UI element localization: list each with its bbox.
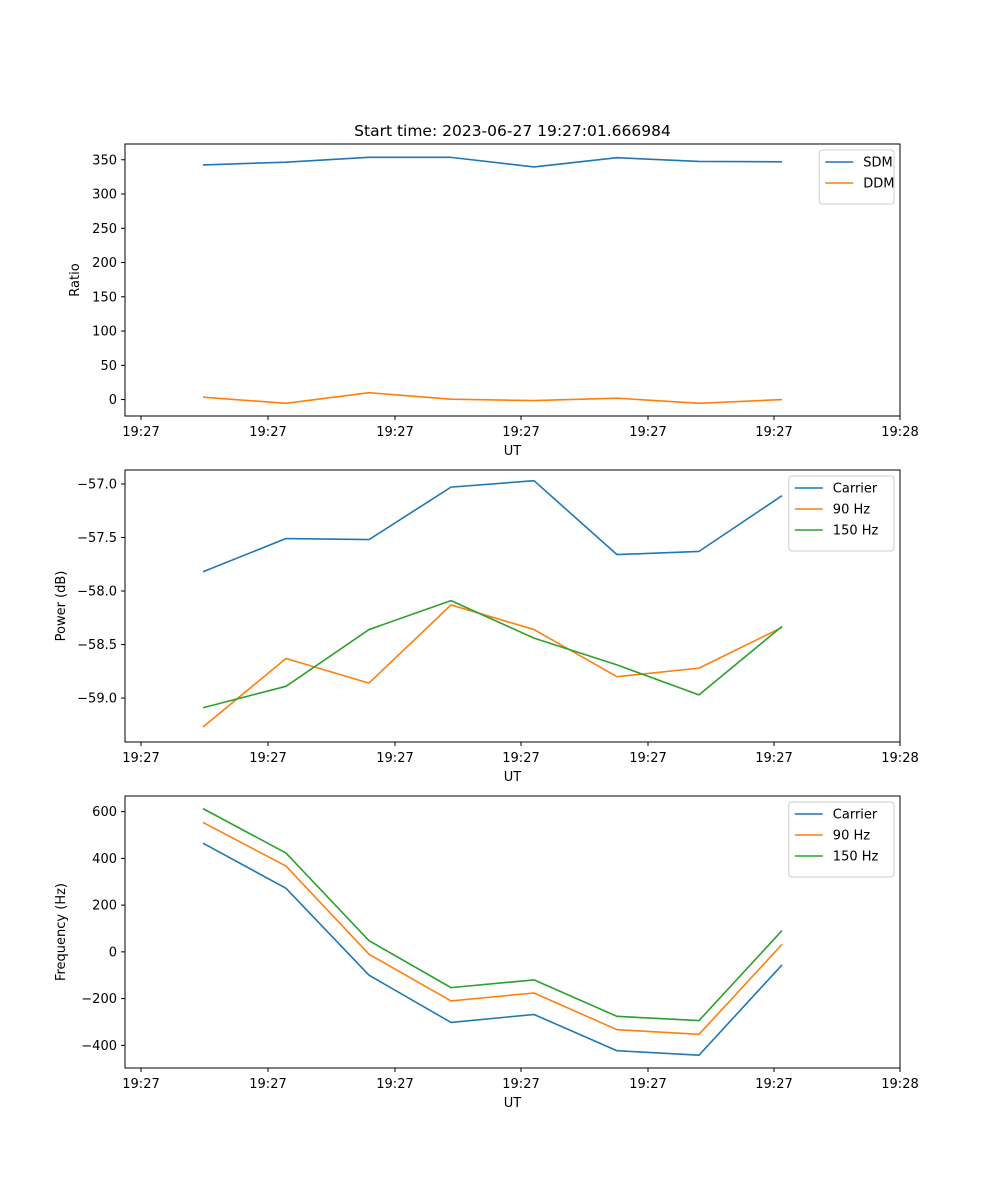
y-tick-label: 200 (92, 899, 117, 914)
x-tick-label: 19:27 (755, 1077, 792, 1092)
legend-box (818, 149, 895, 205)
y-tick-label: 50 (100, 359, 117, 374)
x-tick-label: 19:27 (122, 1077, 159, 1092)
x-tick-label: 19:27 (249, 425, 286, 440)
x-tick-label: 19:28 (881, 1077, 918, 1092)
x-tick-label: 19:27 (122, 751, 159, 766)
y-axis-label: Ratio (68, 263, 83, 296)
series-line-90-hz (202, 821, 783, 1036)
x-axis-label: UT (504, 770, 522, 785)
y-tick-label: −58.5 (77, 638, 117, 653)
y-tick-label: 0 (109, 393, 117, 408)
legend-label: Carrier (833, 482, 878, 497)
y-tick-label: −57.5 (77, 531, 117, 546)
legend: SDM DDM (818, 149, 895, 205)
series-line-90-hz (202, 604, 783, 728)
x-tick-label: 19:27 (629, 1077, 666, 1092)
y-tick-label: 400 (92, 852, 117, 867)
x-tick-label: 19:27 (502, 1077, 539, 1092)
y-tick-label: 150 (92, 290, 117, 305)
y-axis-label: Frequency (Hz) (54, 883, 69, 981)
y-tick-label: 350 (92, 153, 117, 168)
y-tick-label: 200 (92, 256, 117, 271)
legend-label: 90 Hz (833, 829, 870, 844)
legend-label: 150 Hz (833, 850, 879, 865)
chart-panel-3: 19:27 19:27 19:27 19:27 19:27 19:27 19:28 UT −40… (54, 795, 919, 1111)
y-tick-label: −58.0 (77, 585, 117, 600)
series-line-150-hz (202, 599, 783, 709)
x-tick-label: 19:27 (376, 425, 413, 440)
y-tick-label: 300 (92, 188, 117, 203)
x-tick-label: 19:28 (881, 751, 918, 766)
x-tick-label: 19:28 (881, 425, 918, 440)
x-tick-label: 19:27 (629, 425, 666, 440)
x-axis-label: UT (504, 1096, 522, 1111)
x-tick-label: 19:27 (376, 1077, 413, 1092)
y-tick-label: −400 (81, 1039, 117, 1054)
legend-label: 150 Hz (833, 524, 879, 539)
x-axis-label: UT (504, 444, 522, 459)
x-tick-label: 19:27 (502, 751, 539, 766)
y-tick-label: −57.0 (77, 477, 117, 492)
x-tick-label: 19:27 (249, 751, 286, 766)
x-tick-label: 19:27 (249, 1077, 286, 1092)
chart-title: Start time: 2023-06-27 19:27:01.666984 (354, 122, 671, 140)
plot-frame (124, 143, 901, 417)
y-tick-label: 250 (92, 222, 117, 237)
chart-panel-1: Start time: 2023-06-27 19:27:01.666984 19… (68, 122, 919, 459)
legend-label: 90 Hz (833, 503, 870, 518)
legend-box (788, 801, 895, 878)
y-axis-label: Power (dB) (54, 571, 69, 642)
x-tick-label: 19:27 (122, 425, 159, 440)
x-tick-label: 19:27 (502, 425, 539, 440)
y-tick-label: 0 (109, 945, 117, 960)
series-line-sdm (202, 156, 783, 168)
y-tick-label: −200 (81, 992, 117, 1007)
y-tick-label: 600 (92, 805, 117, 820)
x-tick-label: 19:27 (755, 751, 792, 766)
series-line-carrier (202, 842, 783, 1056)
series-line-carrier (202, 479, 783, 573)
plot-frame (124, 795, 901, 1069)
legend-box (788, 475, 895, 552)
chart-panel-2: 19:27 19:27 19:27 19:27 19:27 19:27 19:28 UT −59… (54, 469, 919, 785)
y-tick-label: −59.0 (77, 692, 117, 707)
x-tick-label: 19:27 (629, 751, 666, 766)
legend-label: DDM (863, 177, 894, 192)
legend: Carrier 90 Hz 150 Hz (788, 475, 895, 552)
legend: Carrier 90 Hz 150 Hz (788, 801, 895, 878)
series-line-150-hz (202, 807, 783, 1022)
x-tick-label: 19:27 (376, 751, 413, 766)
x-tick-label: 19:27 (755, 425, 792, 440)
series-line-ddm (202, 391, 783, 405)
y-tick-label: 100 (92, 325, 117, 340)
legend-label: Carrier (833, 808, 878, 823)
plot-frame (124, 469, 901, 743)
legend-label: SDM (863, 156, 892, 171)
